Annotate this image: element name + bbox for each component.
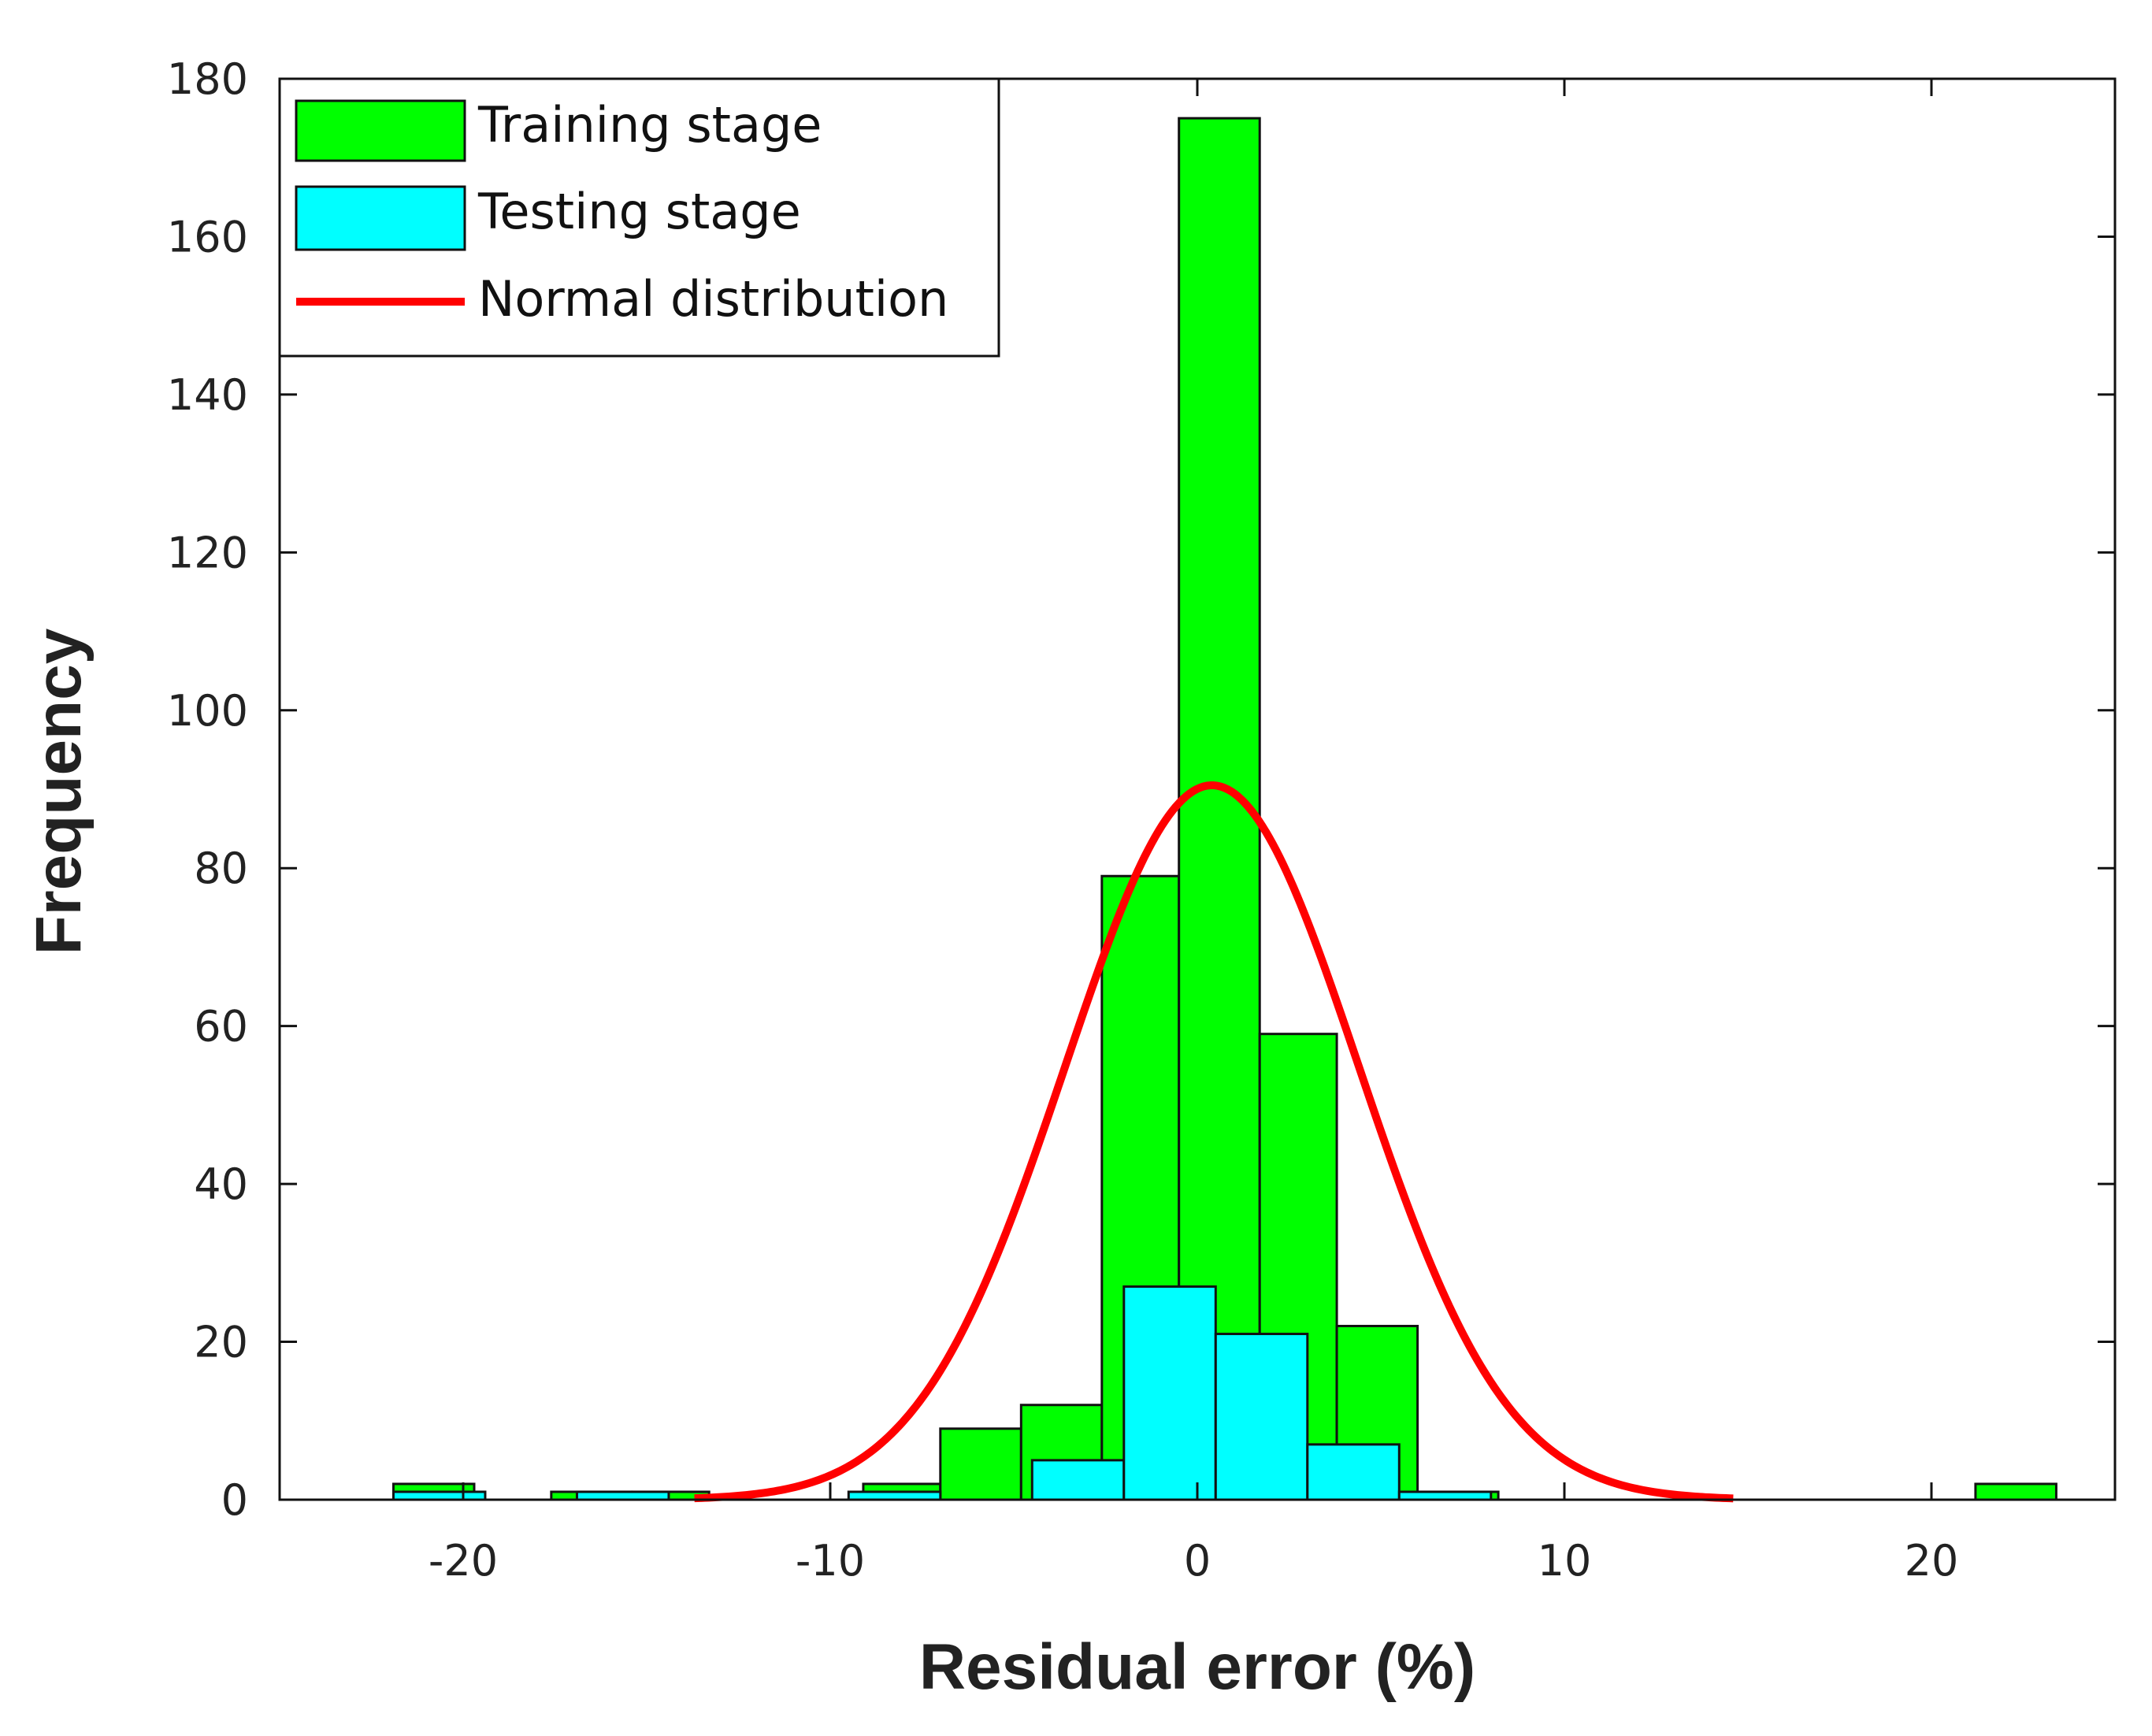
- x-tick-label: -20: [429, 1536, 498, 1586]
- y-tick-label: 160: [167, 212, 248, 262]
- legend-swatch-testing: [295, 185, 466, 251]
- x-tick-label: 10: [1538, 1536, 1592, 1586]
- y-tick-label: 40: [194, 1159, 248, 1209]
- legend-label-training: Training stage: [477, 96, 822, 154]
- x-axis-title: Residual error (%): [919, 1631, 1475, 1703]
- testing-bar-0: [391, 1490, 487, 1501]
- legend: Training stage Testing stage Normal dist…: [278, 77, 1000, 358]
- y-tick-label: 80: [194, 844, 248, 893]
- testing-bar-5: [1214, 1333, 1309, 1501]
- x-tick-label: 20: [1905, 1536, 1959, 1586]
- testing-bar-4: [1122, 1285, 1217, 1501]
- training-bar-4: [939, 1427, 1022, 1501]
- training-bar-11: [1974, 1482, 2057, 1501]
- y-tick-label: 60: [194, 1002, 248, 1052]
- testing-bar-1: [575, 1490, 670, 1501]
- x-tick-label: 0: [1184, 1536, 1211, 1586]
- y-axis-title: Frequency: [23, 628, 95, 955]
- x-tick-label: -10: [796, 1536, 865, 1586]
- testing-bar-2: [847, 1490, 942, 1501]
- tick-labels: -20 -10 0 10 20 0 20 40 60 80 100 120 140 160 180: [167, 54, 1958, 1586]
- testing-bar-7: [1397, 1490, 1493, 1501]
- legend-swatch-training: [295, 99, 466, 162]
- legend-label-testing: Testing stage: [477, 183, 801, 240]
- testing-bars: [391, 1285, 1493, 1501]
- y-tick-label: 20: [194, 1318, 248, 1367]
- testing-bar-6: [1306, 1443, 1401, 1501]
- y-tick-label: 100: [167, 686, 248, 736]
- normal-distribution-curve: [693, 781, 1734, 1503]
- y-tick-label: 180: [167, 54, 248, 104]
- y-tick-label: 0: [221, 1475, 248, 1525]
- y-tick-label: 120: [167, 528, 248, 577]
- testing-bar-3: [1030, 1459, 1126, 1501]
- legend-label-normal: Normal distribution: [478, 270, 948, 328]
- y-tick-label: 140: [167, 370, 248, 420]
